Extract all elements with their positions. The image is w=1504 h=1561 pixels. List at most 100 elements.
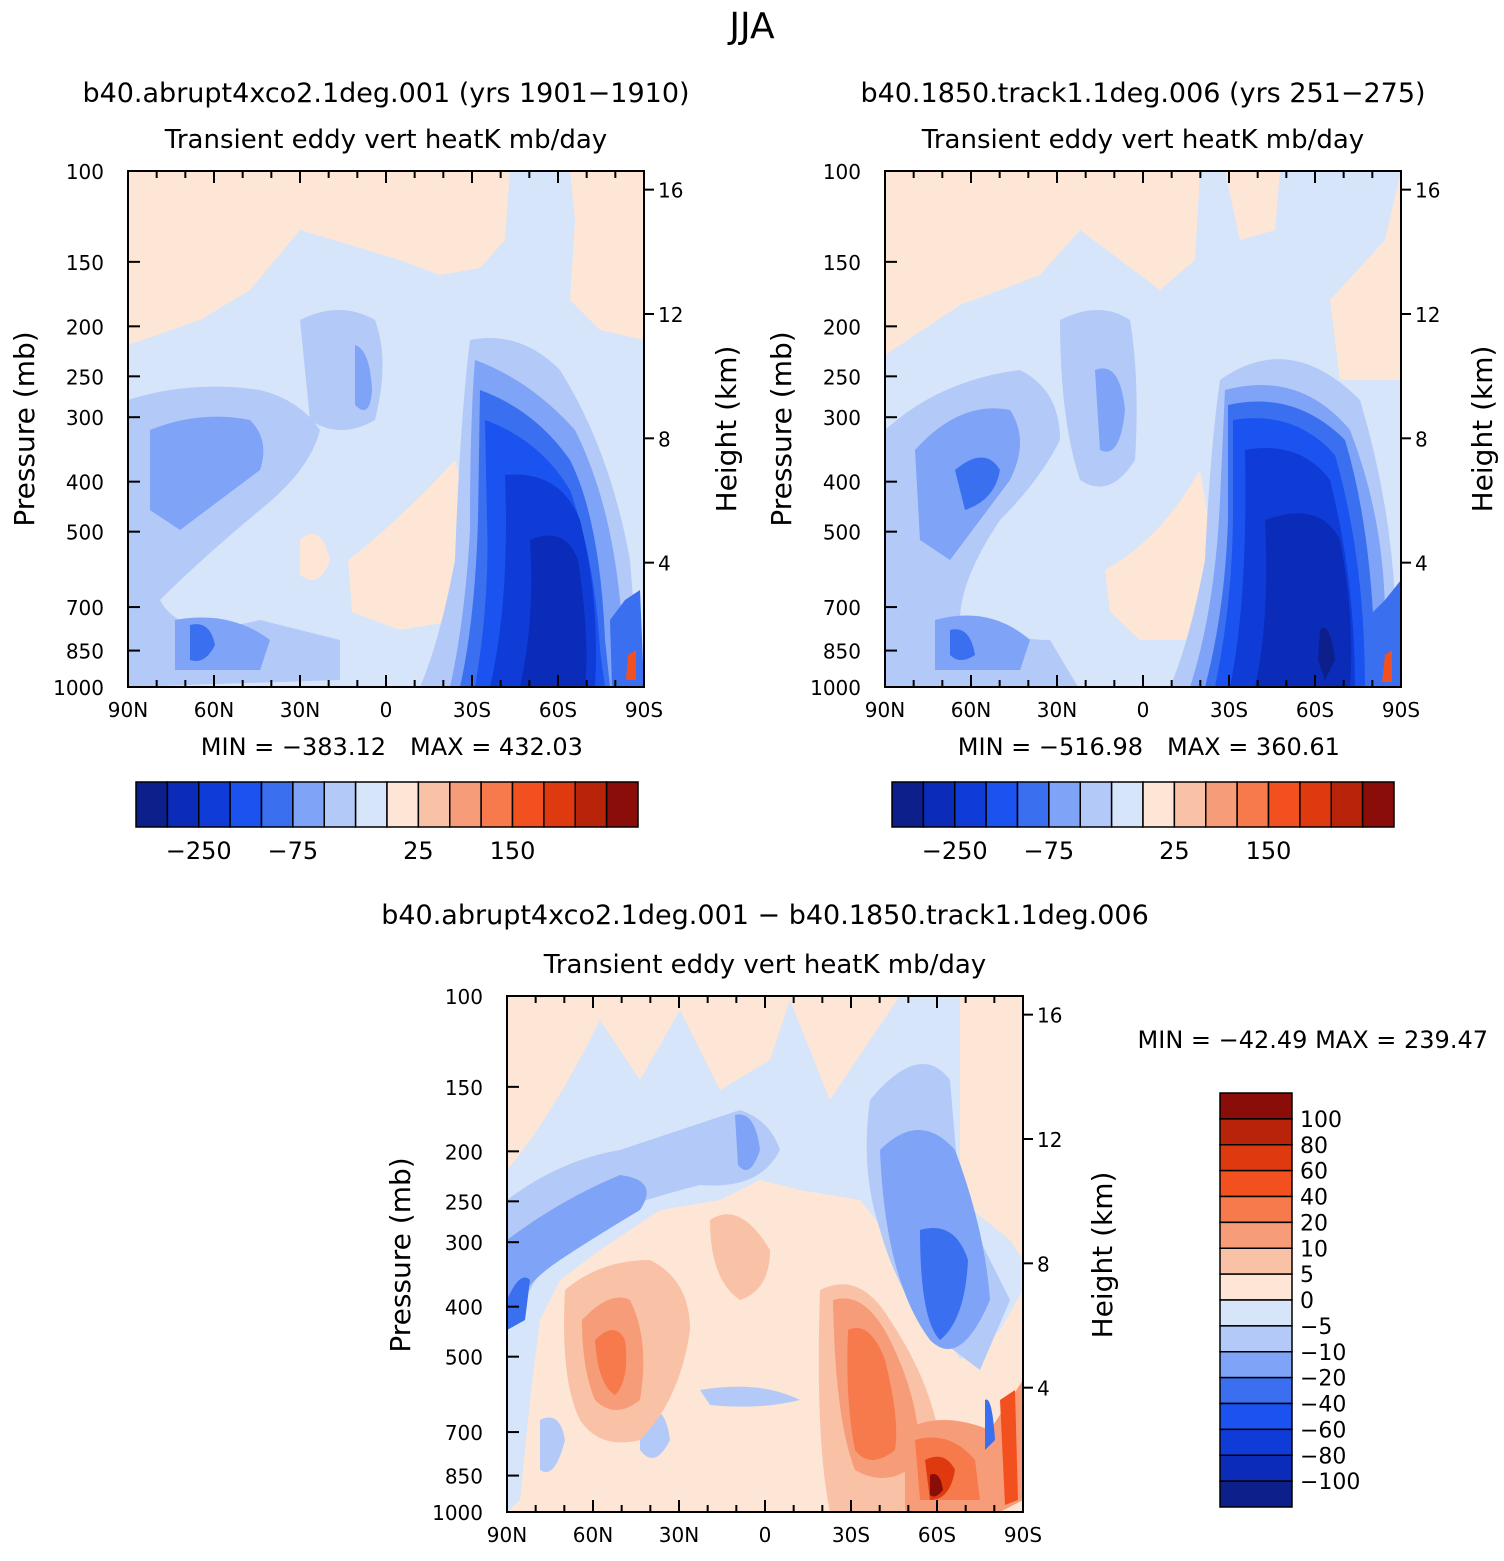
- panel-c-contours: [507, 996, 1023, 1512]
- panel-b-xtick-label: 30S: [1210, 698, 1248, 722]
- panel-a-ytick-label: 400: [66, 471, 104, 495]
- panel-c-colorbar-label: 40: [1300, 1186, 1328, 1211]
- panel-a-ytick-label: 1000: [53, 676, 104, 700]
- panel-b-colorbar-swatch: [955, 782, 986, 827]
- panel-c-ytick-label: 300: [445, 1231, 483, 1255]
- panel-c-ytick-label: 500: [445, 1346, 483, 1370]
- panel-a-xtick-label: 90N: [108, 698, 148, 722]
- panel-a-colorbar-swatch: [387, 782, 418, 827]
- panel-b-ylabel: Pressure (mb): [765, 331, 798, 526]
- panel-b-y2label: Height (km): [1466, 346, 1499, 513]
- panel-b-max-label: MAX = 360.61: [1167, 733, 1340, 761]
- panel-b-xtick-label: 90S: [1382, 698, 1420, 722]
- panel-c-ytick-label: 700: [445, 1421, 483, 1445]
- panel-a-colorbar-swatch: [167, 782, 198, 827]
- panel-c-colorbar-swatch: [1220, 1300, 1292, 1326]
- panel-c-colorbar-swatch: [1220, 1455, 1292, 1481]
- panel-c-colorbar-label: 5: [1300, 1263, 1314, 1288]
- panel-b-ytick-label: 100: [823, 160, 861, 184]
- panel-c-colorbar-swatch: [1220, 1352, 1292, 1378]
- panel-c-colorbar-label: −60: [1300, 1418, 1346, 1443]
- panel-c-colorbar-swatch: [1220, 1145, 1292, 1171]
- panel-c-colorbar-swatch: [1220, 1404, 1292, 1430]
- panel-c-colorbar-label: −20: [1300, 1367, 1346, 1392]
- panel-c-colorbar-swatch: [1220, 1326, 1292, 1352]
- panel-c-ytick-label: 200: [445, 1140, 483, 1164]
- panel-a-ytick-label: 150: [66, 251, 104, 275]
- panel-a-ytick-label: 300: [66, 406, 104, 430]
- panel-a-xtick-label: 30S: [453, 698, 491, 722]
- panel-c-y2tick-label: 8: [1037, 1252, 1050, 1276]
- panel-b-ytick-label: 200: [823, 315, 861, 339]
- panel-a-colorbar-swatch: [450, 782, 481, 827]
- panel-a-contours: [128, 171, 644, 687]
- panel-b-min-label: MIN = −516.98: [958, 733, 1143, 761]
- panel-a-y2label: Height (km): [710, 346, 743, 513]
- panel-c-colorbar-label: 80: [1300, 1134, 1328, 1159]
- panel-a-ytick-label: 100: [66, 160, 104, 184]
- panel-a-xtick-label: 0: [380, 698, 393, 722]
- figure-title: JJA: [727, 6, 775, 47]
- panel-b-title: b40.1850.track1.1deg.006 (yrs 251−275): [860, 78, 1425, 109]
- panel-a-colorbar-swatch: [324, 782, 355, 827]
- panel-b-ytick-label: 250: [823, 365, 861, 389]
- panel-c-ytick-label: 850: [445, 1465, 483, 1489]
- panel-c-title: b40.abrupt4xco2.1deg.001 − b40.1850.trac…: [381, 900, 1149, 931]
- panel-c-xtick-label: 90N: [487, 1523, 527, 1547]
- panel-b-colorbar-swatch: [1300, 782, 1331, 827]
- panel-a-colorbar-label: −250: [166, 837, 232, 865]
- panel-c-y2tick-label: 16: [1037, 1004, 1062, 1028]
- panel-a-colorbar-swatch: [513, 782, 544, 827]
- panel-c-colorbar-swatch: [1220, 1378, 1292, 1404]
- panel-a-colorbar-swatch: [262, 782, 293, 827]
- panel-b-ytick-label: 150: [823, 251, 861, 275]
- panel-c-colorbar-swatch: [1220, 1248, 1292, 1274]
- panel-b-xtick-label: 60N: [951, 698, 991, 722]
- panel-b-ytick-label: 700: [823, 596, 861, 620]
- panel-b-xtick-label: 60S: [1296, 698, 1334, 722]
- panel-b-colorbar-swatch: [1237, 782, 1268, 827]
- panel-b-y2tick-label: 12: [1415, 303, 1440, 327]
- panel-a-ytick-label: 250: [66, 365, 104, 389]
- panel-b-contours: [885, 171, 1401, 690]
- panel-a-y2tick-label: 12: [658, 303, 683, 327]
- panel-b-y2tick-label: 16: [1415, 179, 1440, 203]
- panel-b-colorbar-label: −250: [922, 837, 988, 865]
- panel-c-colorbar-swatch: [1220, 1274, 1292, 1300]
- panel-b-colorbar-swatch: [1143, 782, 1174, 827]
- panel-b-y2tick-label: 4: [1415, 552, 1428, 576]
- panel-b-xtick-label: 0: [1137, 698, 1150, 722]
- panel-a-colorbar-swatch: [607, 782, 638, 827]
- panel-a-colorbar-swatch: [575, 782, 606, 827]
- panel-c-colorbar-label: −10: [1300, 1341, 1346, 1366]
- panel-c-colorbar-label: −80: [1300, 1444, 1346, 1469]
- panel-c-xtick-label: 0: [759, 1523, 772, 1547]
- panel-a-ytick-label: 200: [66, 315, 104, 339]
- panel-b-ytick-label: 300: [823, 406, 861, 430]
- panel-c-ytick-label: 250: [445, 1190, 483, 1214]
- panel-a-y2tick-label: 4: [658, 552, 671, 576]
- panel-c-minmax-label: MIN = −42.49 MAX = 239.47: [1138, 1026, 1488, 1054]
- figure: JJA b40.abrupt4xco2.1deg.001 (yrs 1901−1…: [0, 0, 1504, 1561]
- panel-c-colorbar-label: 10: [1300, 1237, 1328, 1262]
- panel-b-colorbar: −250−7525150: [892, 782, 1394, 865]
- panel-a-colorbar-swatch: [230, 782, 261, 827]
- panel-c-xtick-label: 60S: [918, 1523, 956, 1547]
- panel-a-xtick-label: 60N: [194, 698, 234, 722]
- panel-c-colorbar-swatch: [1220, 1119, 1292, 1145]
- panel-c-colorbar-label: −100: [1300, 1470, 1360, 1495]
- panel-a-y2tick-label: 16: [658, 179, 683, 203]
- panel-c-colorbar-swatch: [1220, 1222, 1292, 1248]
- panel-b-colorbar-swatch: [1363, 782, 1394, 827]
- panel-a-colorbar-swatch: [418, 782, 449, 827]
- panel-a-ytick-label: 700: [66, 596, 104, 620]
- panel-c-xtick-label: 90S: [1004, 1523, 1042, 1547]
- panel-c-colorbar-label: 0: [1300, 1289, 1314, 1314]
- panel-a-y2tick-label: 8: [658, 427, 671, 451]
- panel-a-max-label: MAX = 432.03: [410, 733, 583, 761]
- panel-c-ytick-label: 400: [445, 1296, 483, 1320]
- panel-c-colorbar-label: −5: [1300, 1315, 1332, 1340]
- panel-c-colorbar-label: 60: [1300, 1160, 1328, 1185]
- panel-b-colorbar-swatch: [1269, 782, 1300, 827]
- panel-b-ytick-label: 1000: [810, 676, 861, 700]
